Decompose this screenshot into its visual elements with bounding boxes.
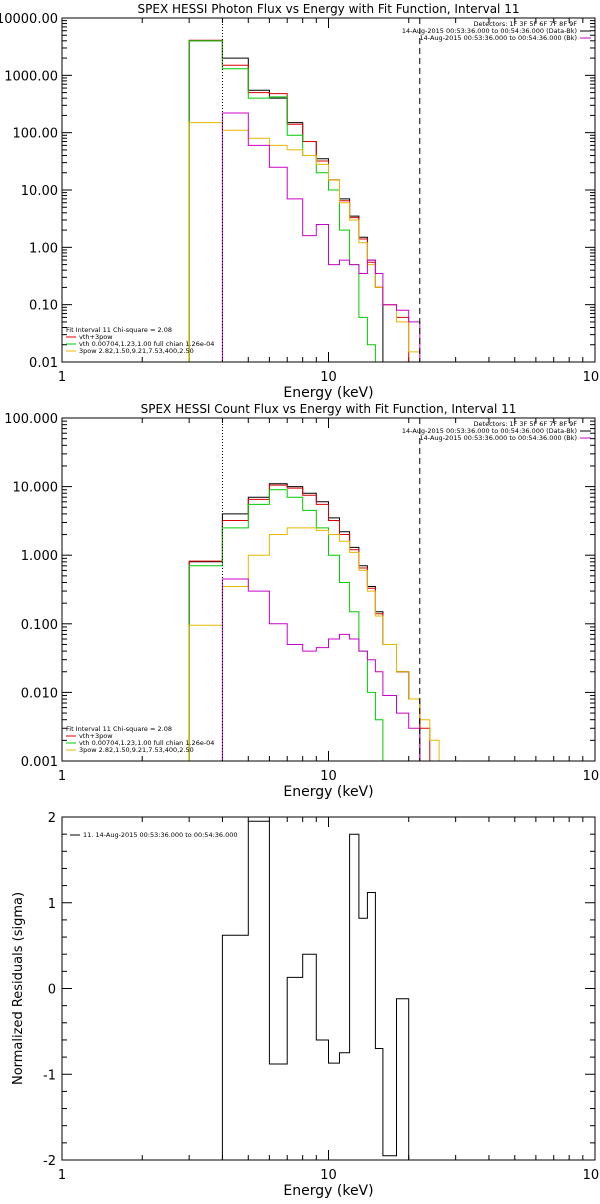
header-line: Detectors: 1F 3F 5F 6F 7F 8F 9F <box>474 20 578 28</box>
series-line-2 <box>188 484 431 761</box>
y-tick-label: 0.001 <box>21 755 58 770</box>
y-tick-label: 1000.00 <box>4 69 58 84</box>
x-tick-label: 100 <box>583 1168 600 1183</box>
x-tick-label: 100 <box>583 769 600 784</box>
header-line: 14-Aug-2015 00:53:36.000 to 00:54:36.000… <box>420 34 577 42</box>
series-line-3 <box>188 489 397 761</box>
y-tick-label: -1 <box>43 1068 56 1083</box>
header-line: 14-Aug-2015 00:53:36.000 to 00:54:36.000… <box>420 434 577 442</box>
series-line-1 <box>188 40 384 362</box>
legend-entry: vth 0.00704,1.23,1.00 full chian 1.26e-0… <box>79 739 214 747</box>
panel-1: SPEX HESSI Photon Flux vs Energy with Fi… <box>0 2 600 401</box>
legend: Fit Interval 11 Chi-square = 2.08vth+3po… <box>66 725 214 754</box>
chart-title: SPEX HESSI Photon Flux vs Energy with Fi… <box>138 2 520 16</box>
plot-frame <box>61 816 596 1161</box>
legend-entry: 3pow 2.82,1.50,9.21,7.53,400,2.50 <box>79 746 194 754</box>
legend-title: Fit Interval 11 Chi-square = 2.08 <box>66 725 172 733</box>
x-tick-label: 10 <box>320 370 337 385</box>
legend-entry: 3pow 2.82,1.50,9.21,7.53,400,2.50 <box>79 347 194 355</box>
x-axis-label: Energy (keV) <box>283 385 373 401</box>
y-axis-label: Normalized Residuals (sigma) <box>11 892 26 1085</box>
series-line-5 <box>221 578 430 761</box>
x-axis-ticks: 1 10 100 <box>58 817 600 1183</box>
series-line-4 <box>188 527 448 761</box>
header-block: Detectors: 1F 3F 5F 6F 7F 8F 9F14-Aug-20… <box>402 420 591 442</box>
x-tick-label: 1 <box>58 370 66 385</box>
y-tick-label: 100.000 <box>4 412 58 427</box>
legend-entry: vth+3pow <box>79 333 113 341</box>
legend-entry: 11. 14-Aug-2015 00:53:36.000 to 00:54:36… <box>83 831 238 839</box>
legend-title: Fit Interval 11 Chi-square = 2.08 <box>66 326 172 334</box>
y-axis-ticks: 0.001 0.010 0.100 1.000 10.000 100.000 <box>4 412 595 770</box>
y-tick-label: 0.010 <box>21 686 58 701</box>
series-line-5 <box>221 112 430 362</box>
y-tick-label: 0.01 <box>29 356 58 371</box>
y-tick-label: 1 <box>48 897 56 912</box>
panel-3: 1 10 100 -2 -1 0 1 2 Energy (keV) Normalized Resi… <box>11 811 600 1199</box>
y-tick-label: 10.000 <box>13 481 59 496</box>
header-block: Detectors: 1F 3F 5F 6F 7F 8F 9F14-Aug-20… <box>402 20 591 42</box>
series-group <box>221 820 420 1160</box>
x-axis-label: Energy (keV) <box>283 1183 373 1199</box>
header-line: 14-Aug-2015 00:53:36.000 to 00:54:36.000… <box>402 427 577 435</box>
header-line: Detectors: 1F 3F 5F 6F 7F 8F 9F <box>474 420 578 428</box>
x-tick-label: 1 <box>58 1168 66 1183</box>
series-line-1 <box>221 820 420 1160</box>
x-tick-label: 10 <box>320 769 337 784</box>
series-group <box>188 39 440 362</box>
y-axis-ticks: -2 -1 0 1 2 <box>43 811 595 1169</box>
y-tick-label: 10.00 <box>21 184 58 199</box>
series-group <box>188 483 448 761</box>
plot-frame <box>61 17 596 363</box>
legend-entry: vth+3pow <box>79 732 113 740</box>
chart-title: SPEX HESSI Count Flux vs Energy with Fit… <box>141 402 517 416</box>
y-tick-label: 10000.00 <box>0 12 58 27</box>
legend-entry: vth 0.00704,1.23,1.00 full chian 1.26e-0… <box>79 340 214 348</box>
y-tick-label: 1.000 <box>21 549 58 564</box>
x-axis-label: Energy (keV) <box>283 784 373 800</box>
x-tick-label: 1 <box>58 769 66 784</box>
x-axis-ticks: 1 10 100 <box>58 418 600 784</box>
y-tick-label: 0.10 <box>29 299 58 314</box>
y-tick-label: -2 <box>43 1154 56 1169</box>
y-tick-label: 100.00 <box>13 127 59 142</box>
x-tick-label: 10 <box>320 1168 337 1183</box>
series-line-1 <box>188 483 421 761</box>
series-line-4 <box>188 122 440 362</box>
legend: 11. 14-Aug-2015 00:53:36.000 to 00:54:36… <box>70 831 238 839</box>
x-tick-label: 100 <box>583 370 600 385</box>
panel-2: SPEX HESSI Count Flux vs Energy with Fit… <box>4 402 600 800</box>
y-tick-label: 0 <box>48 983 56 998</box>
y-tick-label: 1.00 <box>29 241 58 256</box>
header-line: 14-Aug-2015 00:53:36.000 to 00:54:36.000… <box>402 27 577 35</box>
series-line-3 <box>188 40 383 362</box>
y-tick-label: 0.100 <box>21 618 58 633</box>
y-tick-label: 2 <box>48 811 56 826</box>
legend: Fit Interval 11 Chi-square = 2.08vth+3po… <box>66 326 214 355</box>
x-axis-ticks: 1 10 100 <box>58 18 600 385</box>
plot-frame <box>61 417 596 762</box>
y-axis-ticks: 0.01 0.10 1.00 10.00 100.00 1000.00 10000.00 <box>0 12 595 371</box>
